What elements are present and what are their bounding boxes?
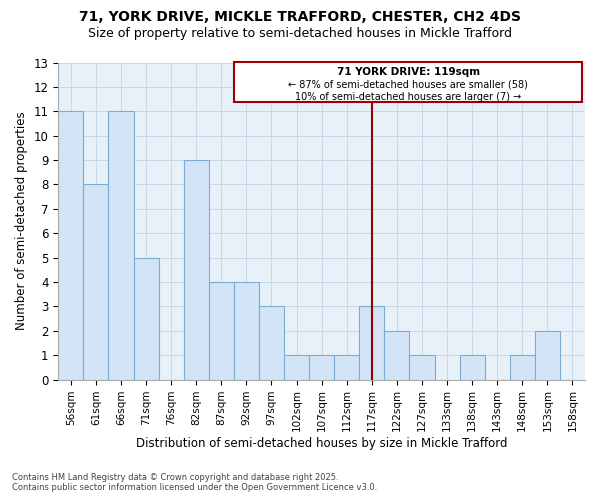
Text: 10% of semi-detached houses are larger (7) →: 10% of semi-detached houses are larger (… xyxy=(295,92,521,102)
Bar xyxy=(409,355,434,380)
Bar xyxy=(334,355,359,380)
Bar xyxy=(460,355,485,380)
Bar xyxy=(359,306,385,380)
Y-axis label: Number of semi-detached properties: Number of semi-detached properties xyxy=(15,112,28,330)
Bar xyxy=(209,282,234,380)
Bar xyxy=(535,331,560,380)
Text: 71, YORK DRIVE, MICKLE TRAFFORD, CHESTER, CH2 4DS: 71, YORK DRIVE, MICKLE TRAFFORD, CHESTER… xyxy=(79,10,521,24)
Bar xyxy=(234,282,259,380)
Bar xyxy=(284,355,309,380)
Bar xyxy=(184,160,209,380)
Text: Contains HM Land Registry data © Crown copyright and database right 2025.
Contai: Contains HM Land Registry data © Crown c… xyxy=(12,473,377,492)
Bar xyxy=(109,112,134,380)
X-axis label: Distribution of semi-detached houses by size in Mickle Trafford: Distribution of semi-detached houses by … xyxy=(136,437,508,450)
Bar xyxy=(259,306,284,380)
Bar xyxy=(83,184,109,380)
Bar xyxy=(134,258,158,380)
Bar xyxy=(309,355,334,380)
Text: ← 87% of semi-detached houses are smaller (58): ← 87% of semi-detached houses are smalle… xyxy=(288,80,528,90)
Text: 71 YORK DRIVE: 119sqm: 71 YORK DRIVE: 119sqm xyxy=(337,67,480,77)
Text: Size of property relative to semi-detached houses in Mickle Trafford: Size of property relative to semi-detach… xyxy=(88,28,512,40)
Bar xyxy=(510,355,535,380)
Bar xyxy=(385,331,409,380)
Bar xyxy=(234,62,583,102)
Bar xyxy=(58,112,83,380)
